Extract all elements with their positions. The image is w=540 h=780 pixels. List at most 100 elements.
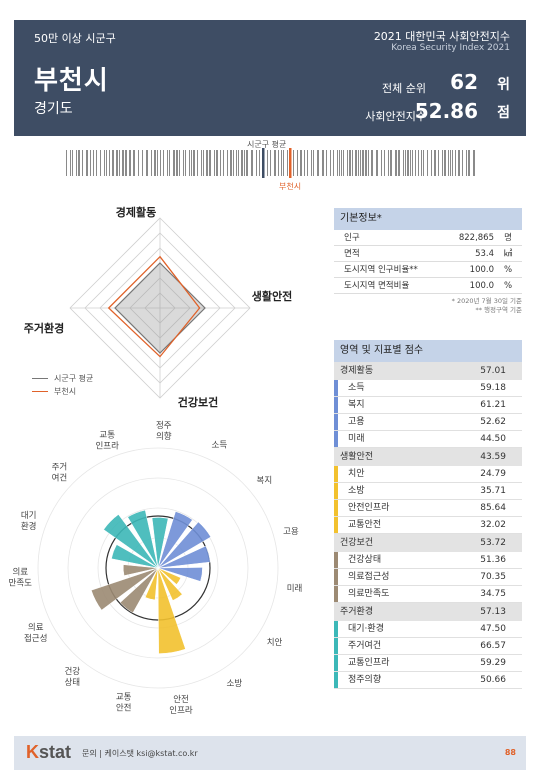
barcode-line [157,150,158,176]
rank-label: 전체 순위 [382,82,426,95]
barcode-line [193,150,195,176]
barcode-line [203,150,204,176]
barcode-line [427,150,428,176]
radar-chart: 경제활동 생활안전 건강보건 주거환경 [24,205,292,409]
barcode-line [227,150,228,176]
barcode-line [444,150,446,176]
barcode-line [167,150,168,176]
polar-label: 소방 [227,678,243,689]
radar-axis-safety: 생활안전 [252,289,292,303]
item-label: 소방 [348,486,365,496]
header-banner: 50만 이상 시군구 부천시 경기도 2021 대한민국 사회안전지수 Kore… [14,20,526,136]
item-value: 32.02 [480,520,506,530]
info-label: 인구 [344,233,360,243]
barcode-line [365,150,367,176]
barcode-line [317,150,319,176]
info-note: * 2020년 7월 30일 기준 ** 행정구역 기준 [451,297,522,314]
section-color-bar [334,586,338,602]
polar-bar [157,567,183,601]
info-value: 100.0 [469,281,494,291]
barcode-line [191,150,192,176]
barcode-line [355,150,357,176]
section-color-bar [334,517,338,533]
barcode-line [100,150,101,176]
section-color-bar [334,414,338,430]
radar-avg-polygon [114,262,206,354]
info-unit: 명 [504,233,512,243]
item-label: 정주의향 [348,675,382,685]
barcode-line [398,150,400,176]
info-label: 도시지역 인구비율** [344,265,418,275]
info-unit: ㎢ [503,249,513,259]
item-value: 44.50 [480,434,506,444]
barcode-line [410,150,411,176]
item-label: 치안 [348,469,365,479]
barcode-line [72,150,73,176]
polar-bar [157,545,211,569]
barcode-line [138,150,139,176]
barcode-line [423,150,424,176]
city-name: 부천시 [34,66,109,96]
page-number: 88 [504,748,516,757]
info-label: 면적 [344,249,360,259]
province-name: 경기도 [34,101,73,117]
polar-grid-ring [67,477,249,659]
barcode-line [76,150,77,176]
barcode-line [209,150,211,176]
barcode-line [283,150,284,176]
info-value: 822,865 [458,233,494,243]
barcode-line [442,150,443,176]
barcode-line [388,150,389,176]
score-section-row: 주거환경 57.13 [334,603,522,621]
index-label: 사회안전지수 [365,110,426,123]
barcode-line [438,150,439,176]
score-item-row: 의료만족도 34.75 [334,586,522,603]
barcode-line [390,150,392,176]
barcode-avg-marker [262,148,265,178]
barcode-line [381,150,382,176]
radar-axis-economy: 경제활동 [116,205,156,219]
score-item-row: 소방 35.71 [334,483,522,500]
section-color-bar [334,500,338,516]
barcode-line [146,150,148,176]
item-value: 51.36 [480,555,506,565]
barcode-line [116,150,118,176]
barcode-line [244,150,245,176]
item-value: 24.79 [480,469,506,479]
barcode-line [326,150,327,176]
barcode-avg-label: 시군구 평균 [247,140,287,149]
item-label: 복지 [348,400,365,410]
barcode-line [122,150,124,176]
barcode-line [297,150,298,176]
barcode-line [256,150,257,176]
score-section-row: 생활안전 43.59 [334,448,522,466]
barcode-line [112,150,114,176]
barcode-line [230,150,232,176]
barcode-line [415,150,416,176]
barcode-line [322,150,324,176]
item-label: 대기·환경 [348,624,384,634]
polar-label: 안전 인프라 [169,694,193,716]
barcode-line [119,150,120,176]
section-value: 57.13 [480,607,506,617]
section-color-bar [334,483,338,499]
basic-info-title: 기본정보* [334,208,522,230]
barcode-line [352,150,353,176]
barcode-line [151,150,152,176]
index-unit: 점 [497,105,510,121]
score-table: 영역 및 지표별 점수 경제활동 57.01 소득 59.18 복지 61.21 고용 52.… [334,340,522,689]
info-row: 도시지역 면적비율 100.0% [334,278,522,294]
barcode-line [189,150,190,176]
section-label: 생활안전 [340,452,374,462]
barcode-line [403,150,404,176]
legend-city: 부천시 [32,385,93,398]
barcode-line [236,150,237,176]
barcode-line [133,150,135,176]
barcode-line [431,150,432,176]
barcode-line [173,150,175,176]
rank-unit: 위 [497,77,510,93]
polar-bar [119,567,159,614]
section-color-bar [334,638,338,654]
item-value: 66.57 [480,641,506,651]
